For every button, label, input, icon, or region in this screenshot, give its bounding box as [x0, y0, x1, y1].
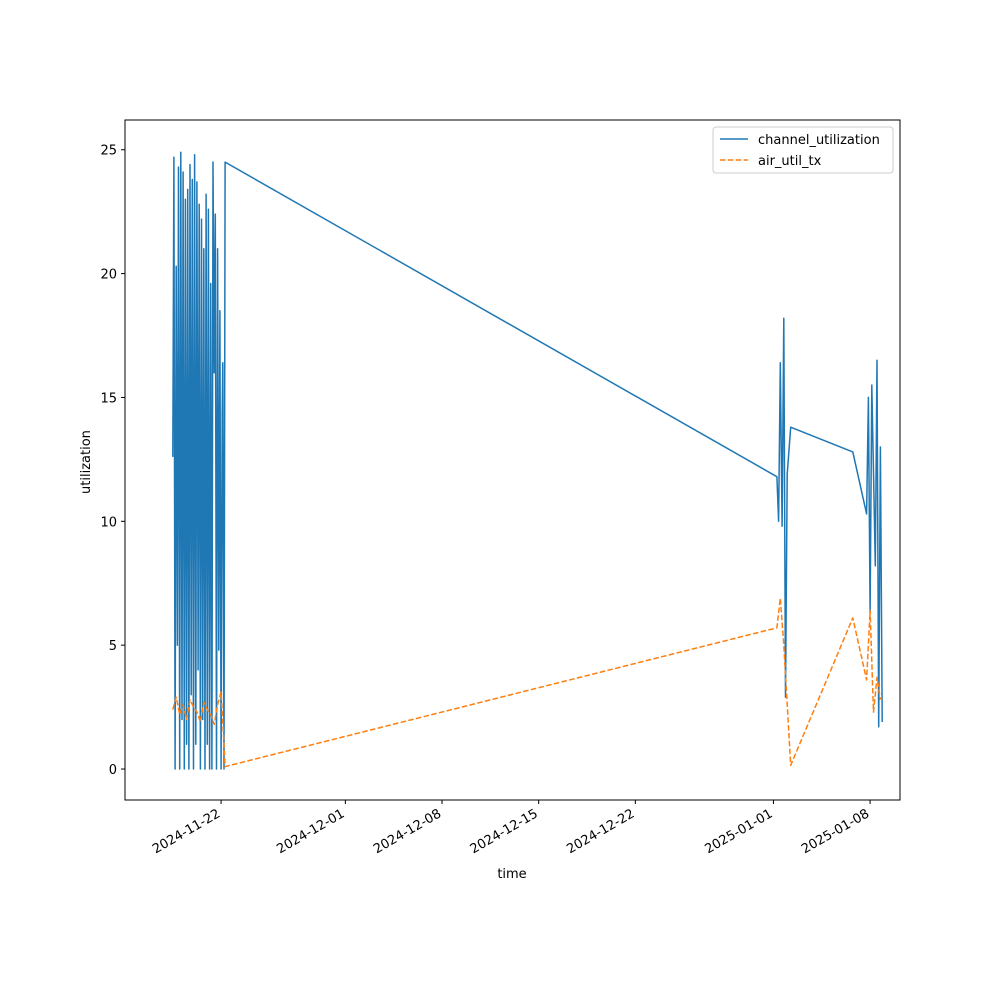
series-line-channel_utilization: [172, 151, 883, 770]
x-tick-label: 2024-12-15: [468, 806, 541, 857]
x-tick-label: 2024-12-08: [371, 806, 444, 857]
x-tick-label: 2025-01-08: [799, 806, 872, 857]
legend: channel_utilization air_util_tx: [712, 126, 894, 174]
y-tick-label: 0: [109, 763, 117, 778]
axes-frame: [124, 119, 901, 801]
series-line-air_util_tx: [172, 597, 882, 768]
x-tick-label: 2024-11-22: [150, 806, 223, 857]
x-axis-label: time: [497, 867, 526, 882]
plot-area: [172, 151, 883, 770]
x-tick-label: 2024-12-01: [274, 806, 347, 857]
x-tick-label: 2024-12-22: [564, 806, 637, 857]
legend-label-channel_utilization: channel_utilization: [758, 133, 880, 148]
y-tick-label: 10: [100, 515, 117, 530]
y-tick-label: 25: [100, 144, 117, 159]
y-tick-label: 20: [100, 268, 117, 283]
x-tick-label: 2025-01-01: [702, 806, 775, 857]
y-tick-label: 15: [100, 391, 117, 406]
legend-frame: [712, 126, 894, 174]
y-tick-label: 5: [109, 639, 117, 654]
y-axis-label: utilization: [79, 430, 94, 494]
legend-label-air_util_tx: air_util_tx: [758, 154, 822, 169]
